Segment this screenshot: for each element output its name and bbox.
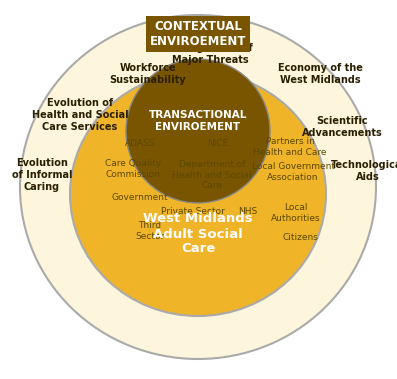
- Text: TRANSACTIONAL
ENVIROEMENT: TRANSACTIONAL ENVIROEMENT: [149, 110, 247, 132]
- Text: Local Government
Association: Local Government Association: [252, 162, 335, 182]
- Ellipse shape: [70, 72, 326, 316]
- Text: Scientific
Advancements: Scientific Advancements: [302, 116, 382, 138]
- Text: Care Quality
Commission: Care Quality Commission: [105, 159, 161, 179]
- Text: NHS: NHS: [238, 207, 258, 216]
- Text: Economy of the
West Midlands: Economy of the West Midlands: [278, 63, 362, 85]
- Text: Evolution
of Informal
Caring: Evolution of Informal Caring: [12, 158, 72, 192]
- Text: Local
Authorities: Local Authorities: [271, 203, 321, 223]
- Ellipse shape: [20, 15, 376, 359]
- Text: Partners in
Health and Care: Partners in Health and Care: [253, 137, 327, 157]
- Text: Technological
Aids: Technological Aids: [331, 160, 397, 182]
- Text: Private Sector: Private Sector: [161, 207, 225, 216]
- Text: Third
Sector: Third Sector: [135, 221, 165, 241]
- Text: Government: Government: [112, 193, 168, 202]
- Text: Workforce
Sustainability: Workforce Sustainability: [110, 63, 186, 85]
- Text: Evolution of
Health and Social
Care Services: Evolution of Health and Social Care Serv…: [32, 99, 128, 132]
- Text: Citizens: Citizens: [282, 232, 318, 241]
- Text: Management of
Major Threats: Management of Major Threats: [167, 43, 253, 65]
- Circle shape: [126, 59, 270, 203]
- Text: ADASS: ADASS: [125, 139, 155, 149]
- Text: West Midlands
Adult Social
Care: West Midlands Adult Social Care: [143, 213, 253, 255]
- Text: Department of
Health and Social
Care: Department of Health and Social Care: [172, 160, 252, 190]
- Text: NICE: NICE: [207, 139, 229, 149]
- Text: CONTEXTUAL
ENVIROEMENT: CONTEXTUAL ENVIROEMENT: [150, 20, 246, 48]
